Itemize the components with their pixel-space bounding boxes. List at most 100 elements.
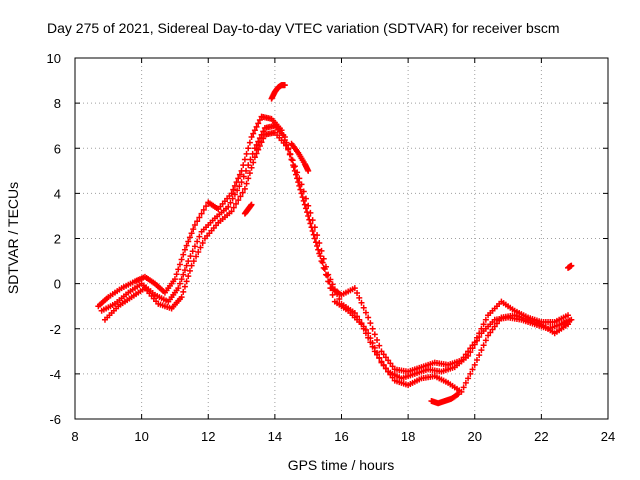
data-point [248, 201, 255, 208]
data-point [362, 309, 369, 316]
x-tick-label: 24 [601, 429, 615, 444]
data-point [471, 361, 478, 368]
data-point [351, 285, 358, 292]
series-segment-shoulder [288, 140, 312, 174]
data-point [230, 186, 237, 193]
data-point [473, 337, 480, 344]
data-point [233, 200, 240, 207]
data-point [380, 351, 387, 358]
data-point [389, 363, 396, 370]
data-point [251, 154, 258, 161]
plot-frame [74, 57, 609, 420]
data-point [322, 263, 329, 270]
data-point [191, 221, 198, 228]
data-point [305, 212, 312, 219]
series-track-1 [95, 113, 572, 375]
x-tick-label: 20 [468, 429, 482, 444]
data-point [460, 384, 467, 391]
data-point [196, 233, 203, 240]
data-point [299, 194, 306, 201]
data-point [376, 342, 383, 349]
data-point [374, 349, 381, 356]
y-tick-label: -4 [49, 367, 61, 382]
data-point [389, 374, 396, 381]
data-point [196, 214, 203, 221]
data-point [253, 123, 260, 130]
data-point [191, 243, 198, 250]
data-point [336, 296, 343, 303]
data-point [256, 117, 263, 124]
data-point [307, 209, 314, 216]
data-point [360, 304, 367, 311]
data-point [312, 239, 319, 246]
data-point [458, 388, 465, 395]
x-tick-label: 10 [134, 429, 148, 444]
data-point [281, 133, 288, 140]
data-point [199, 240, 206, 247]
data-point [185, 273, 192, 280]
x-tick-label: 8 [71, 429, 78, 444]
data-point [228, 190, 235, 197]
x-tick-label: 12 [201, 429, 215, 444]
data-point [180, 271, 187, 278]
data-point [351, 309, 358, 316]
data-point [480, 342, 487, 349]
data-point [234, 187, 241, 194]
data-point [183, 278, 190, 285]
data-point [181, 283, 188, 290]
series-segment-early [241, 201, 255, 217]
x-tick-label: 16 [334, 429, 348, 444]
data-point [469, 366, 476, 373]
data-point [181, 246, 188, 253]
data-point [374, 337, 381, 344]
series-segment-pre-peak [268, 82, 288, 102]
data-point [180, 251, 187, 258]
data-point [236, 171, 243, 178]
data-point [298, 181, 305, 188]
data-point [245, 145, 252, 152]
data-point [197, 244, 204, 251]
data-point [175, 285, 182, 292]
data-point [260, 135, 267, 142]
data-point [251, 145, 258, 152]
data-point [228, 208, 235, 215]
data-point [331, 286, 338, 293]
data-point [565, 312, 572, 319]
data-points [95, 82, 575, 407]
y-tick-label: 8 [54, 96, 61, 111]
data-point [243, 180, 250, 187]
data-point [365, 330, 372, 337]
data-point [239, 189, 246, 196]
y-tick-label: 4 [54, 186, 61, 201]
data-point [467, 370, 474, 377]
data-point [246, 170, 253, 177]
data-point [256, 142, 263, 149]
data-point [489, 326, 496, 333]
data-point [309, 217, 316, 224]
data-point [467, 349, 474, 356]
data-point [225, 203, 232, 210]
data-point [178, 276, 185, 283]
data-point [181, 267, 188, 274]
data-point [358, 320, 365, 327]
data-point [316, 240, 323, 247]
x-tick-label: 14 [268, 429, 282, 444]
data-point [171, 276, 178, 283]
data-point [568, 262, 575, 269]
data-point [476, 334, 483, 341]
data-point [194, 218, 201, 225]
data-point [304, 209, 311, 216]
data-point [309, 227, 316, 234]
data-point [176, 280, 183, 287]
data-point [188, 262, 195, 269]
data-point [473, 356, 480, 363]
data-point [185, 258, 192, 265]
data-point [315, 246, 322, 253]
data-point [250, 159, 257, 166]
data-point [185, 238, 192, 245]
data-point [241, 156, 248, 163]
data-point [367, 320, 374, 327]
data-point [478, 347, 485, 354]
data-point [485, 332, 492, 339]
data-point [253, 141, 260, 148]
